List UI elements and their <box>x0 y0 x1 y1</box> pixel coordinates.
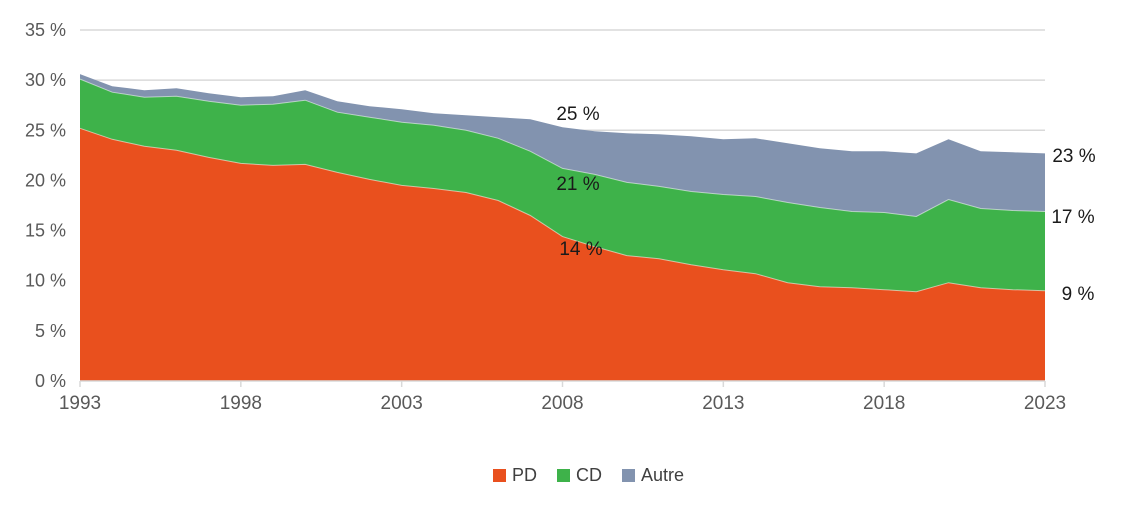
y-axis-tick-label: 35 % <box>25 20 66 40</box>
legend-label: Autre <box>641 465 685 485</box>
x-axis-tick-label: 2018 <box>863 393 905 414</box>
y-axis-tick-label: 0 % <box>35 371 66 391</box>
series-boundary <box>79 127 1046 293</box>
x-axis-tick-label: 2003 <box>381 393 423 414</box>
chart-legend: PD CD Autre <box>493 466 684 484</box>
data-label: 23 % <box>1052 146 1095 167</box>
legend-item-autre[interactable]: Autre <box>622 466 684 484</box>
y-axis-tick-label: 5 % <box>35 321 66 341</box>
x-axis-tick-label: 2023 <box>1024 393 1066 414</box>
x-axis-tick-label: 2008 <box>541 393 583 414</box>
data-label: 17 % <box>1051 207 1094 228</box>
series-boundary <box>79 78 1046 218</box>
y-axis-tick-label: 15 % <box>25 221 66 241</box>
x-axis-tick-label: 2013 <box>702 393 744 414</box>
data-label: 9 % <box>1062 284 1095 305</box>
legend-label: PD <box>512 465 538 485</box>
y-axis-tick-label: 20 % <box>25 170 66 190</box>
legend-item-pd[interactable]: PD <box>493 466 537 484</box>
y-axis-tick-label: 30 % <box>25 70 66 90</box>
data-label: 21 % <box>556 174 599 195</box>
area-series-pd <box>80 128 1045 381</box>
legend-swatch-icon <box>622 468 636 482</box>
legend-swatch-icon <box>493 468 506 482</box>
legend-item-cd[interactable]: CD <box>557 466 602 484</box>
x-axis-tick-label: 1993 <box>59 393 101 414</box>
x-axis-tick-label: 1998 <box>220 393 262 414</box>
data-label: 25 % <box>556 104 599 125</box>
legend-label: CD <box>576 465 603 485</box>
y-axis-tick-label: 25 % <box>25 120 66 140</box>
data-label: 14 % <box>559 239 602 260</box>
legend-swatch-icon <box>557 468 571 482</box>
y-axis-tick-label: 10 % <box>25 271 66 291</box>
